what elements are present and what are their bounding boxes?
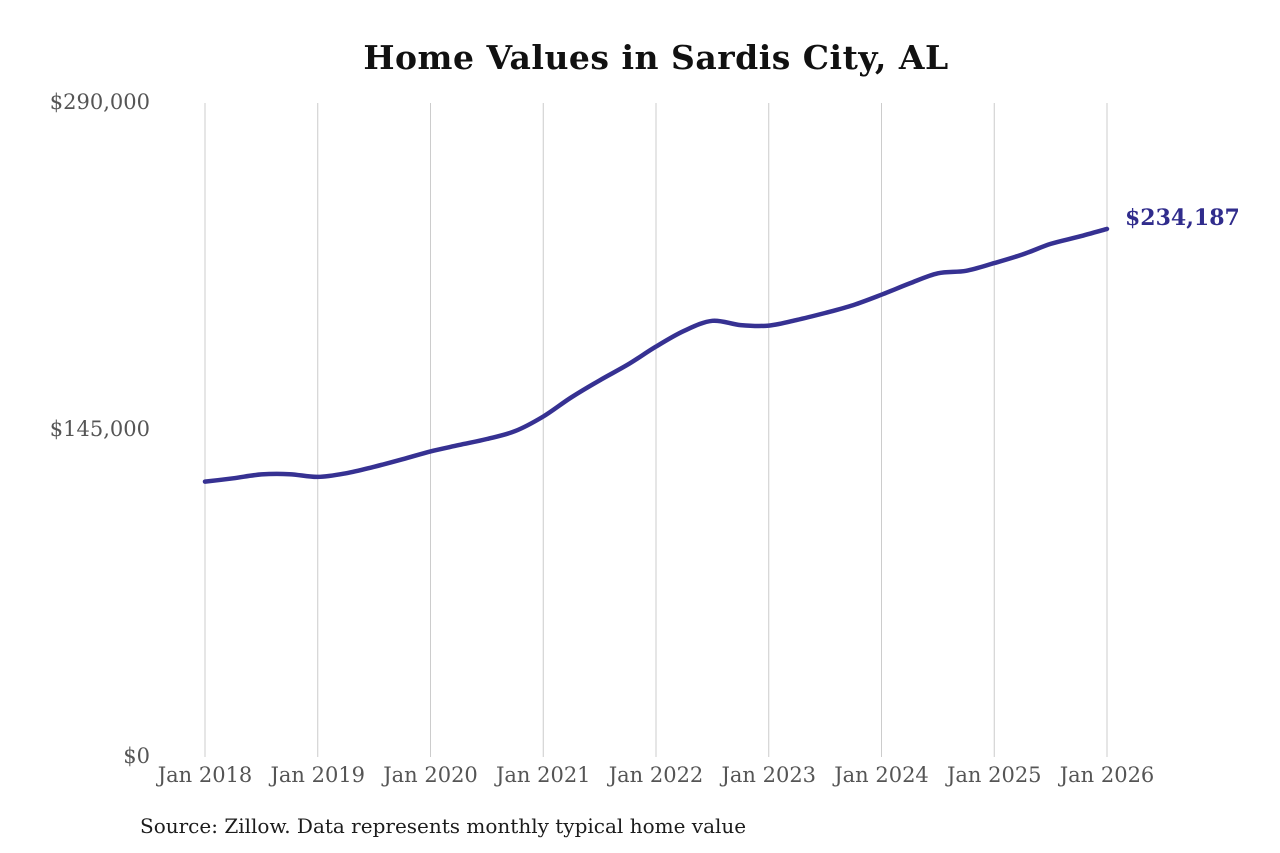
x-tick-jan-2020: Jan 2020 (383, 763, 478, 787)
x-tick-jan-2019: Jan 2019 (270, 763, 366, 787)
x-tick-jan-2021: Jan 2021 (495, 763, 591, 787)
latest-value-label: $234,187 (1125, 204, 1240, 231)
y-tick-290000: $290,000 (49, 90, 150, 114)
x-tick-jan-2025: Jan 2025 (946, 763, 1042, 787)
x-tick-jan-2022: Jan 2022 (608, 763, 704, 787)
source-note: Source: Zillow. Data represents monthly … (140, 814, 747, 838)
x-tick-jan-2023: Jan 2023 (721, 763, 817, 787)
chart-title: Home Values in Sardis City, AL (363, 38, 949, 77)
home-value-line (202, 226, 1110, 484)
x-tick-jan-2024: Jan 2024 (834, 763, 929, 787)
x-tick-jan-2018: Jan 2018 (157, 763, 253, 787)
y-tick-145000: $145,000 (49, 417, 150, 441)
x-tick-jan-2026: Jan 2026 (1059, 763, 1155, 787)
y-tick-0: $0 (123, 744, 150, 768)
